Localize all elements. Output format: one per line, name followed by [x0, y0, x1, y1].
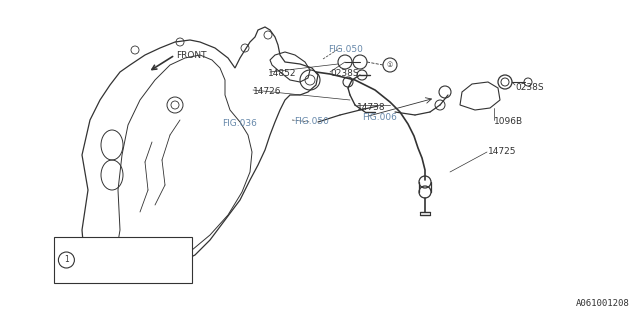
Text: 14738: 14738	[357, 102, 386, 111]
Text: FRONT: FRONT	[176, 52, 207, 60]
Text: 0238S: 0238S	[515, 83, 543, 92]
Text: 14852: 14852	[268, 69, 296, 78]
Text: A061001208: A061001208	[576, 299, 630, 308]
Text: 0238S: 0238S	[330, 69, 358, 78]
Text: J20602(1203-): J20602(1203-)	[83, 267, 146, 276]
Text: 0104S  (-1203): 0104S (-1203)	[83, 244, 150, 253]
Text: FIG.050: FIG.050	[294, 117, 329, 126]
Text: ①: ①	[387, 62, 393, 68]
Text: 14725: 14725	[488, 148, 516, 156]
Text: FIG.036: FIG.036	[222, 119, 257, 129]
Text: 1: 1	[64, 255, 68, 265]
Text: 1096B: 1096B	[494, 117, 523, 126]
Bar	[54, 237, 192, 283]
Text: FIG.006: FIG.006	[362, 113, 397, 122]
Text: 14726: 14726	[253, 87, 282, 97]
Text: FIG.050: FIG.050	[328, 45, 363, 54]
